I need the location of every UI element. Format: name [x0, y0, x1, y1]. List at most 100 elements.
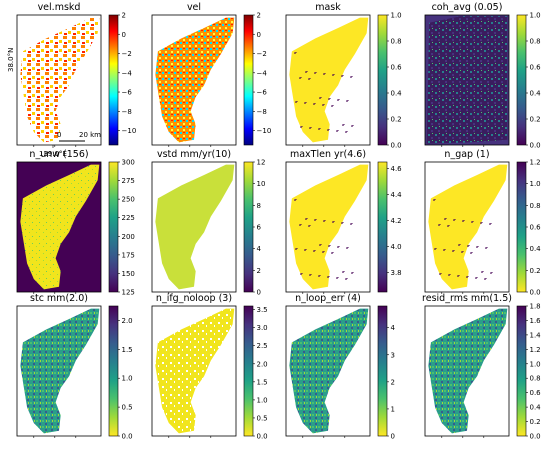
panel-title: mask: [315, 2, 341, 13]
colorbar-tick-label: 0.0: [530, 289, 541, 297]
colorbar-tick-label: 2: [122, 12, 126, 20]
panel-title: coh_avg (0.05): [432, 2, 503, 13]
colorbar-tick-label: 300: [122, 159, 135, 167]
panel-title: n_ifg_noloop (3): [156, 293, 232, 304]
colorbar: [516, 305, 527, 437]
map-image: [428, 308, 508, 434]
map-image: [428, 164, 508, 290]
colorbar: [377, 305, 388, 437]
panel-title: resid_rms mm(1.5): [422, 293, 512, 304]
axes-frame: [16, 305, 102, 437]
colorbar-tick-label: 0.5: [257, 414, 268, 422]
colorbar-tick-label: −8: [122, 108, 132, 116]
map-image: [155, 164, 235, 290]
colorbar-tick-label: −10: [257, 127, 272, 135]
colorbar-tick-label: 125: [122, 289, 135, 297]
colorbar-tick-label: 0.8: [530, 38, 541, 46]
colorbar: [243, 14, 254, 146]
axes-frame: [285, 305, 371, 437]
colorbar-tick-label: 4.2: [391, 217, 402, 225]
colorbar-tick-label: 0.4: [530, 245, 542, 253]
colorbar-tick-label: 275: [122, 177, 135, 185]
colorbar-tick-label: −6: [122, 89, 133, 97]
map-image: [155, 17, 235, 143]
panel-maxtlen-yr-4-6: maxTlen yr(4.6) 4.6 4.4 4.2 4.0 3.8: [285, 149, 403, 294]
colorbar-tick-label: 2: [391, 378, 395, 386]
colorbar-tick-label: 0.2: [530, 267, 541, 275]
colorbar-tick-label: 4: [391, 324, 396, 332]
axes-frame: [16, 161, 102, 293]
colorbar-tick-label: 0.6: [530, 224, 542, 232]
colorbar-tick-label: 0.0: [122, 433, 133, 441]
map-image: [20, 308, 100, 434]
colorbar-tick-label: 10: [257, 180, 266, 188]
panel-vel: vel 2 0 −2 −4 −6 −8 −10: [151, 2, 272, 147]
colorbar-tick-label: 0.4: [530, 404, 542, 412]
scale-bar-distance: 20 km: [79, 131, 101, 139]
colorbar-tick-label: 6: [257, 224, 262, 232]
panel-stc-mm-2-0: stc mm(2.0) 2.0 1.5 1.0 0.5 0.0: [16, 293, 133, 441]
colorbar-tick-label: 1.5: [257, 378, 268, 386]
colorbar-tick-label: 225: [122, 214, 135, 222]
panel-vstd-mm-yr-10: vstd mm/yr(10) 12 10 8 6 4 2 0: [151, 149, 266, 297]
panel-n-gap-1: n_gap (1) 1.2 1.0 0.8 0.6 0.4 0.2 0.0: [424, 149, 542, 297]
colorbar-tick-label: −4: [122, 69, 133, 77]
axes-frame: [151, 305, 237, 437]
colorbar-tick-label: 0: [391, 433, 395, 441]
colorbar-tick-label: 1.0: [257, 396, 268, 404]
colorbar-tick-label: 1.2: [530, 346, 541, 354]
colorbar-tick-label: 8: [257, 202, 261, 210]
colorbar: [243, 305, 254, 437]
colorbar: [377, 161, 388, 293]
axes-frame: [424, 305, 510, 437]
axes-frame: [424, 161, 510, 293]
colorbar-tick-label: −10: [122, 127, 137, 135]
map-image: [425, 15, 509, 145]
colorbar: [377, 14, 388, 146]
colorbar: [108, 305, 119, 437]
colorbar-tick-label: 12: [257, 159, 266, 167]
colorbar-tick-label: 200: [122, 233, 135, 241]
colorbar-tick-label: 250: [122, 196, 135, 204]
map-image: [155, 308, 235, 434]
colorbar-tick-label: 1.5: [122, 346, 133, 354]
panel-vel-mskd: vel.mskd 2 0 −2 −4 −6 −8 −10: [16, 2, 137, 147]
colorbar: [516, 14, 527, 146]
colorbar-tick-label: 1.0: [530, 180, 541, 188]
map-image: [289, 17, 369, 143]
colorbar-tick-label: 4: [257, 245, 262, 253]
panel-n-ifg-noloop-3: n_ifg_noloop (3) 3.5 3.0 2.5 2.0 1.5 1.0 0.5 0.0: [151, 293, 268, 441]
colorbar-tick-label: −2: [122, 50, 132, 58]
colorbar-tick-label: 1.2: [530, 159, 541, 167]
colorbar-tick-label: 0.5: [122, 404, 133, 412]
colorbar-tick-label: 2: [257, 12, 261, 20]
panel-title: maxTlen yr(4.6): [290, 149, 366, 160]
colorbar-tick-label: 0: [257, 31, 261, 39]
map-image: [20, 17, 100, 143]
colorbar-tick-label: 2.0: [257, 360, 268, 368]
colorbar-tick-label: 150: [122, 270, 135, 278]
panel-resid-rms-mm-1-5: resid_rms mm(1.5) 1.8 1.6 1.4 1.2 1.0 0.8 0.6 0.…: [422, 293, 541, 441]
colorbar-tick-label: 3.8: [391, 269, 402, 277]
colorbar-tick-label: 0.8: [530, 375, 541, 383]
colorbar-tick-label: 0.0: [391, 142, 402, 150]
colorbar-tick-label: 0.2: [530, 116, 541, 124]
axes-frame: [285, 14, 371, 146]
colorbar-tick-label: 1.6: [530, 317, 542, 325]
colorbar-tick-label: 0.8: [391, 38, 402, 46]
colorbar-tick-label: 0.6: [530, 389, 542, 397]
colorbar-tick-label: −6: [257, 89, 268, 97]
colorbar: [108, 14, 119, 146]
scale-bar-zero: 0: [57, 131, 61, 139]
panel-title: vel.mskd: [38, 2, 81, 13]
colorbar-tick-label: 0.6: [391, 64, 403, 72]
colorbar-tick-label: 0: [122, 31, 126, 39]
colorbar-tick-label: 4.4: [391, 191, 403, 199]
colorbar-tick-label: 2: [257, 267, 261, 275]
panel-n-unw-156: n_unw (156) 300 275 250 225 200 175 150 125: [16, 149, 135, 297]
colorbar-tick-label: 0.4: [530, 90, 542, 98]
colorbar-tick-label: −4: [257, 69, 268, 77]
colorbar-tick-label: 0.2: [391, 116, 402, 124]
colorbar-tick-label: 1.8: [530, 303, 541, 311]
colorbar-tick-label: 1.0: [530, 12, 541, 20]
